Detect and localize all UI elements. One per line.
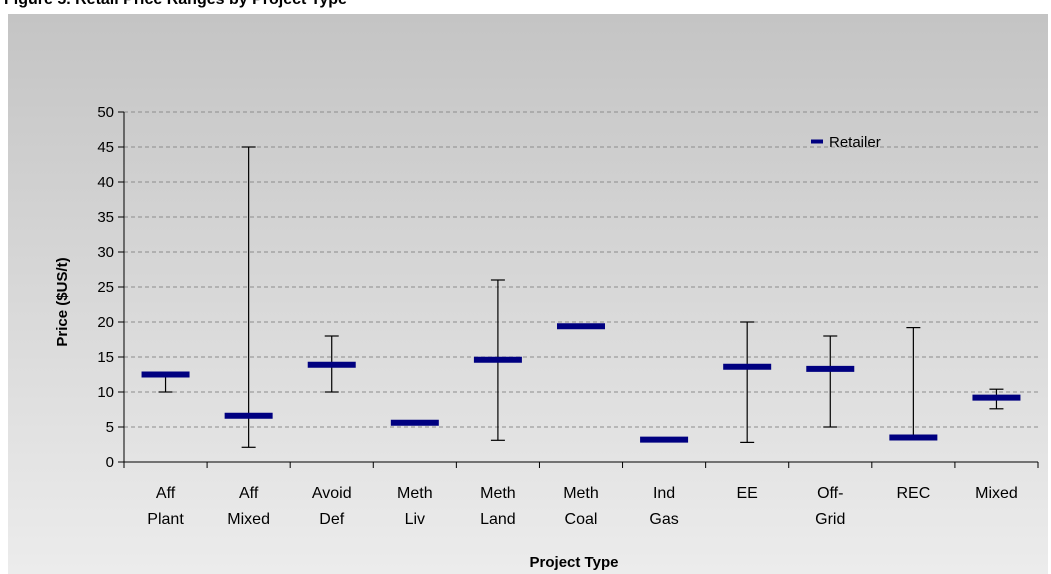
y-tick-label: 50	[97, 104, 114, 121]
gridlines	[118, 111, 1038, 463]
x-tick-label: Aff	[156, 485, 176, 502]
x-tick-label: Coal	[565, 511, 598, 528]
x-tick-label: Aff	[239, 485, 259, 502]
x-tick-label: Off-	[817, 485, 843, 502]
x-tick-label: Plant	[147, 511, 184, 528]
x-tick-labels: Aff Plant Aff Mixed Avoid Def Meth Liv Meth Land M…	[147, 485, 1017, 528]
x-tick-label: Meth	[397, 485, 433, 502]
y-tick-label: 5	[106, 419, 114, 436]
x-tick-label: Avoid	[312, 485, 352, 502]
y-tick-label: 20	[97, 314, 114, 331]
legend-label-retailer: Retailer	[829, 134, 881, 151]
y-axis-title: Price ($US/t)	[54, 257, 71, 346]
x-tick-label: Meth	[563, 485, 599, 502]
y-tick-labels: 0 5 10 15 20 25 30 35 40 45 50	[97, 104, 114, 471]
retail-price-markers	[141, 323, 1021, 443]
x-tick-label: Mixed	[227, 511, 270, 528]
x-tick-label: Liv	[405, 511, 425, 528]
x-tick-label: Def	[319, 511, 344, 528]
y-tick-label: 25	[97, 279, 114, 296]
x-tick-label: REC	[896, 485, 930, 502]
x-tick-label: Gas	[649, 511, 678, 528]
x-tick-label: Ind	[653, 485, 675, 502]
chart-svg: 0 5 10 15 20 25 30 35 40 45 50 Aff Plant Aff Mixed Avo…	[54, 104, 1039, 571]
y-tick-label: 40	[97, 174, 114, 191]
chart-panel: 0 5 10 15 20 25 30 35 40 45 50 Aff Plant Aff Mixed Avo…	[8, 14, 1048, 574]
y-tick-label: 35	[97, 209, 114, 226]
y-tick-label: 10	[97, 384, 114, 401]
y-tick-label: 0	[106, 454, 114, 471]
x-tick-label: Grid	[815, 511, 845, 528]
y-tick-label: 15	[97, 349, 114, 366]
axes	[123, 112, 1039, 468]
page-header-text: Figure 5. Retail Price Ranges by Project…	[4, 0, 347, 9]
x-axis-title: Project Type	[530, 554, 619, 571]
x-tick-label: Land	[480, 511, 516, 528]
y-tick-label: 30	[97, 244, 114, 261]
error-bars	[158, 146, 1004, 448]
x-tick-label: Mixed	[975, 485, 1018, 502]
y-tick-label: 45	[97, 139, 114, 156]
page-header-strip: Figure 5. Retail Price Ranges by Project…	[0, 0, 1051, 10]
legend: Retailer	[811, 134, 881, 151]
x-tick-label: Meth	[480, 485, 516, 502]
x-tick-label: EE	[737, 485, 758, 502]
